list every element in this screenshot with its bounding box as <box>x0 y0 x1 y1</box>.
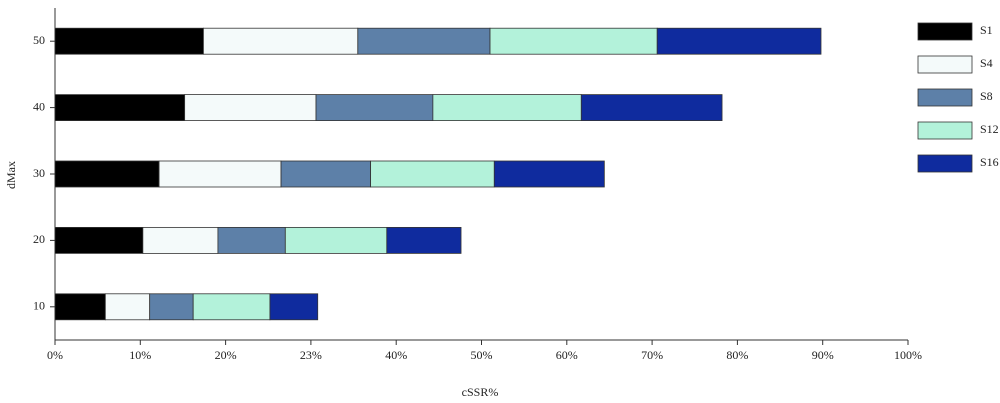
bar-segment <box>104 293 151 321</box>
y-tick-label: 40 <box>33 99 45 113</box>
bar-segment <box>184 94 317 121</box>
legend-swatch <box>917 88 973 107</box>
legend-swatch <box>917 154 973 173</box>
bar-segment <box>269 293 319 321</box>
bar-segment <box>203 27 359 55</box>
x-axis-label: cSSR% <box>462 385 499 399</box>
x-tick-label: 60% <box>556 348 578 362</box>
legend-swatch <box>917 55 973 74</box>
bar-segment <box>217 226 286 254</box>
legend-label: S8 <box>980 89 993 103</box>
legend-swatch <box>917 121 973 140</box>
bar-segment <box>432 94 582 121</box>
x-tick-label: 20% <box>215 348 237 362</box>
bar-segment <box>54 27 204 55</box>
x-tick-label: 23% <box>300 348 322 362</box>
bar-segment <box>493 160 605 188</box>
legend-label: S16 <box>980 155 999 169</box>
bar-segment <box>357 27 491 55</box>
bar-segment <box>284 226 388 254</box>
x-tick-label: 40% <box>385 348 407 362</box>
x-tick-label: 0% <box>47 348 63 362</box>
legend-label: S4 <box>980 56 993 70</box>
x-tick-label: 100% <box>894 348 922 362</box>
bar-segment <box>149 293 194 321</box>
x-tick-label: 80% <box>726 348 748 362</box>
x-tick-label: 70% <box>641 348 663 362</box>
x-tick-label: 50% <box>471 348 493 362</box>
bar-segment <box>370 160 495 188</box>
y-tick-label: 30 <box>33 166 45 180</box>
bar-segment <box>54 226 144 254</box>
bar-segment <box>386 226 462 254</box>
bar-segment <box>142 226 219 254</box>
legend-swatch <box>917 22 973 41</box>
legend-label: S1 <box>980 23 993 37</box>
bar-segment <box>280 160 372 188</box>
bar-segment <box>656 27 822 55</box>
x-tick-label: 90% <box>812 348 834 362</box>
legend-label: S12 <box>980 122 999 136</box>
bar-segment <box>192 293 271 321</box>
x-tick-label: 10% <box>129 348 151 362</box>
bar-segment <box>54 293 106 321</box>
bar-segment <box>54 160 160 188</box>
y-tick-label: 20 <box>33 232 45 246</box>
y-tick-label: 50 <box>33 33 45 47</box>
bar-segment <box>158 160 282 188</box>
bar-segment <box>54 94 186 121</box>
bar-segment <box>580 94 723 121</box>
bar-segment <box>315 94 434 121</box>
y-axis-label: dMax <box>4 161 18 189</box>
y-tick-label: 10 <box>33 299 45 313</box>
bar-segment <box>489 27 658 55</box>
